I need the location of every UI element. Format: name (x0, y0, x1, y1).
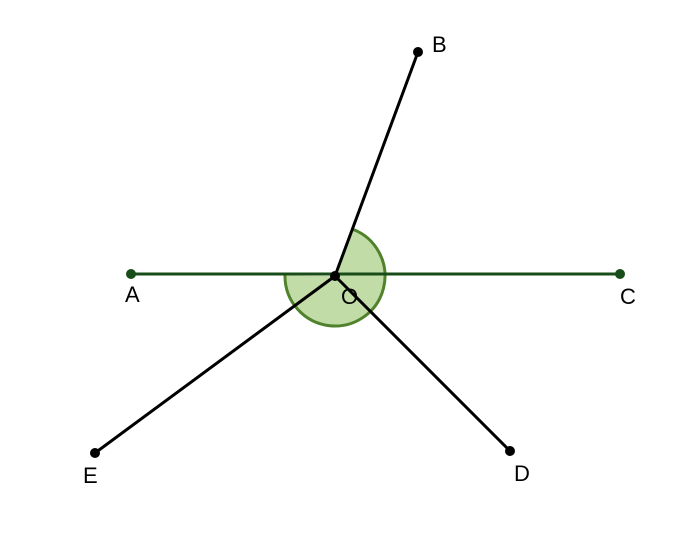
ray-OD (335, 276, 510, 451)
geometry-diagram: A C B D E O (0, 0, 700, 556)
label-O: O (341, 284, 358, 309)
point-D (505, 446, 515, 456)
label-E: E (83, 463, 98, 488)
point-C (615, 269, 625, 279)
label-D: D (514, 461, 530, 486)
point-O (330, 271, 340, 281)
label-C: C (620, 284, 636, 309)
point-A (126, 269, 136, 279)
label-B: B (432, 32, 447, 57)
label-A: A (125, 282, 140, 307)
ray-OB (335, 52, 418, 276)
point-E (90, 448, 100, 458)
point-B (413, 47, 423, 57)
